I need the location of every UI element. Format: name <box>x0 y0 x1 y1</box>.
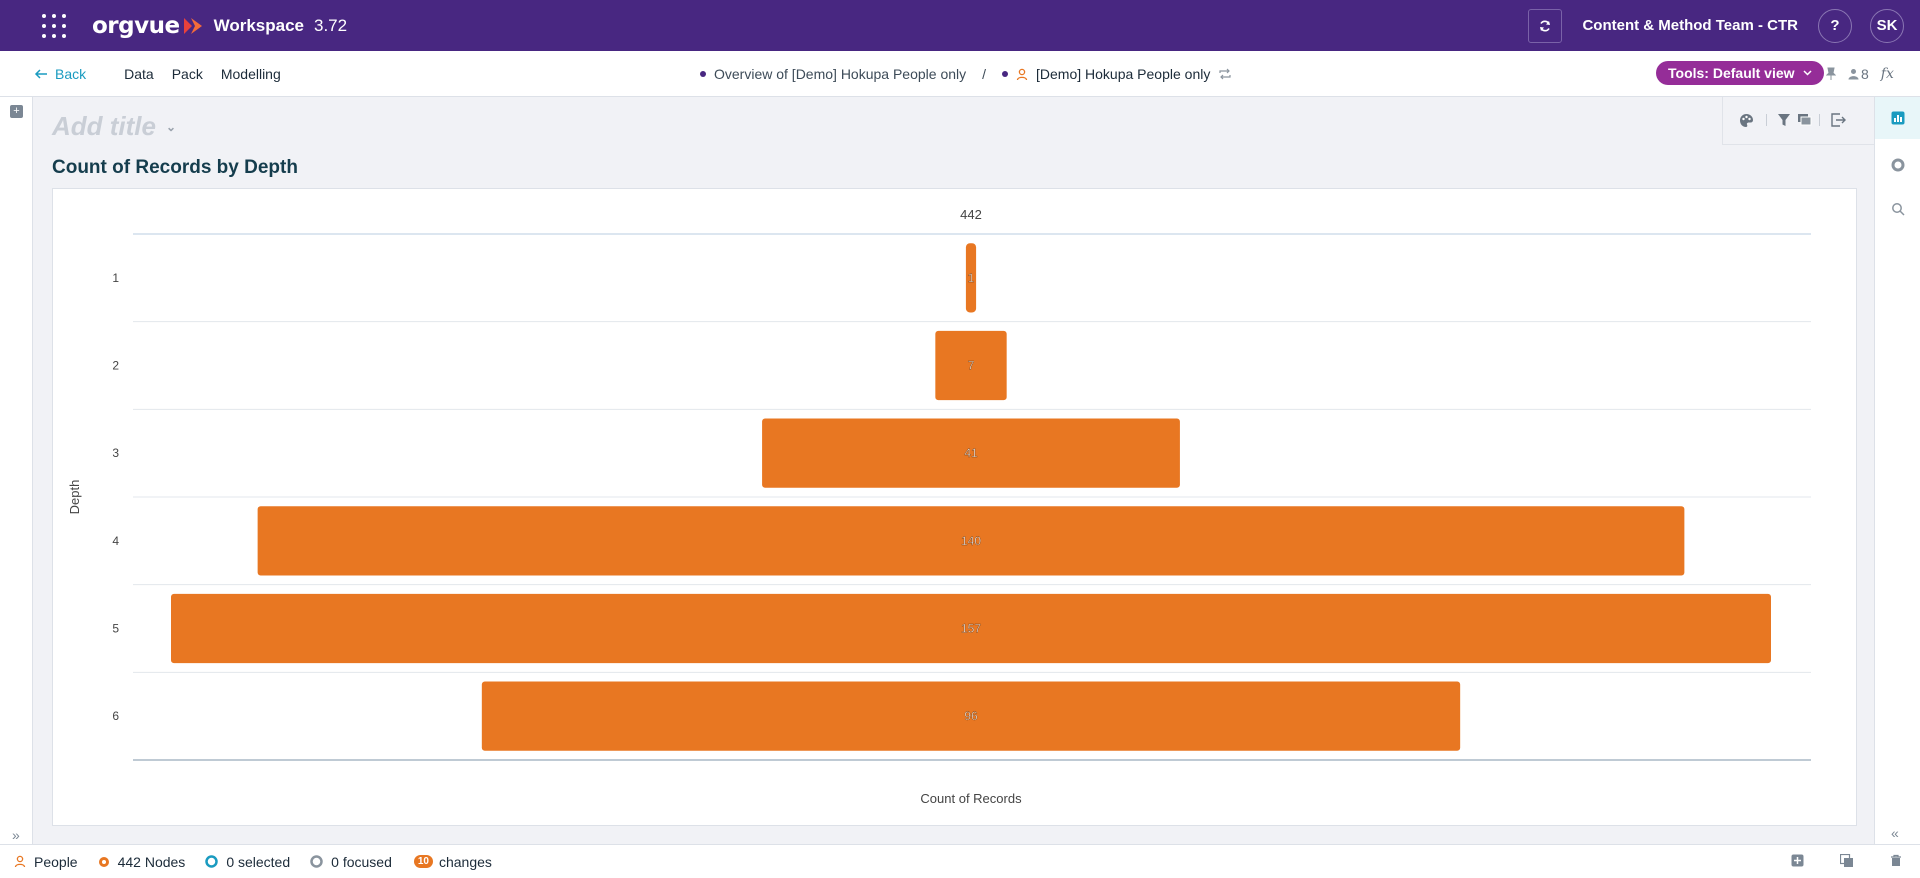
pin-icon[interactable] <box>1826 67 1836 81</box>
bar-depth-3[interactable] <box>762 418 1180 488</box>
y-tick-label: 6 <box>112 709 119 723</box>
nodes-count: 442 Nodes <box>117 853 186 870</box>
menu-pack[interactable]: Pack <box>171 65 203 82</box>
chevron-down-icon <box>1803 70 1812 76</box>
app-launcher-icon[interactable] <box>40 12 68 40</box>
workspace-version: 3.72 <box>313 15 348 35</box>
add-title-field[interactable]: Add title ⌄ <box>52 111 176 142</box>
users-indicator[interactable]: 8 <box>1848 66 1869 82</box>
bar-chart-icon <box>1891 111 1905 125</box>
logo-text: orgvue <box>92 12 180 39</box>
y-tick-label: 2 <box>112 359 119 373</box>
bar-value-label: 41 <box>964 446 978 460</box>
bar-depth-4[interactable] <box>257 506 1685 576</box>
palette-icon[interactable] <box>1737 111 1755 129</box>
y-axis-title: Depth <box>67 480 82 515</box>
y-tick-label: 5 <box>112 622 119 636</box>
breadcrumb-dataset[interactable]: [Demo] Hokupa People only <box>1036 66 1211 82</box>
focused-count: 0 focused <box>331 853 392 870</box>
person-icon <box>14 855 26 868</box>
bar-depth-1[interactable] <box>965 243 977 313</box>
breadcrumb-separator: / <box>982 66 987 82</box>
selected-icon <box>205 855 219 868</box>
changes-badge: 10 <box>413 855 433 868</box>
y-tick-label: 1 <box>112 271 119 285</box>
expand-panel-icon[interactable]: » <box>12 827 20 843</box>
add-icon[interactable] <box>1791 854 1804 867</box>
changes-indicator[interactable]: 10 changes <box>413 853 492 870</box>
menu-data[interactable]: Data <box>124 65 154 82</box>
bullet-icon <box>1002 71 1009 77</box>
bar-value-label: 96 <box>964 709 978 723</box>
refresh-button[interactable] <box>1528 8 1563 43</box>
property-panel-tab[interactable] <box>1875 150 1920 180</box>
filter-icon[interactable] <box>1775 111 1793 129</box>
nodes-icon <box>98 856 109 867</box>
tools-view-dropdown[interactable]: Tools: Default view <box>1656 61 1824 85</box>
bar-value-label: 157 <box>961 622 981 636</box>
right-rail: « <box>1874 97 1920 844</box>
chevron-down-icon[interactable]: ⌄ <box>166 119 177 134</box>
total-label: 442 <box>960 207 982 222</box>
bar-depth-5[interactable] <box>171 593 1771 664</box>
trash-icon[interactable] <box>1890 854 1902 867</box>
chart-panel: 442 1 1 7 2 41 3 140 4 157 5 96 6 Count of Records … <box>52 188 1857 826</box>
y-tick-label: 3 <box>112 446 119 460</box>
focused-indicator[interactable]: 0 focused <box>310 854 392 870</box>
chart-panel-tab[interactable] <box>1875 97 1920 139</box>
bar-value-label: 140 <box>961 534 981 548</box>
back-button[interactable]: Back <box>34 66 86 82</box>
arrow-left-icon <box>34 68 47 79</box>
add-panel-icon[interactable]: + <box>10 105 23 118</box>
formula-icon[interactable]: fx <box>1880 66 1894 82</box>
focused-icon <box>310 855 323 868</box>
y-tick-label: 4 <box>112 534 119 548</box>
user-icon <box>1848 69 1859 80</box>
comment-icon[interactable] <box>1795 111 1813 129</box>
logo-mark-icon <box>183 17 202 34</box>
dataset-indicator[interactable]: People <box>14 854 78 870</box>
x-axis-title: Count of Records <box>920 791 1022 806</box>
status-bar: People 442 Nodes 0 selected 0 focused 10… <box>0 844 1920 878</box>
title-placeholder: Add title <box>52 111 156 141</box>
tools-view-label: Tools: Default view <box>1668 65 1795 81</box>
users-count: 8 <box>1861 66 1869 82</box>
selected-indicator[interactable]: 0 selected <box>205 854 290 870</box>
duplicate-icon[interactable] <box>1840 854 1854 868</box>
changes-label: changes <box>438 853 492 870</box>
left-rail: + » <box>0 97 33 844</box>
export-icon[interactable] <box>1829 111 1847 129</box>
menu-modelling[interactable]: Modelling <box>220 65 281 82</box>
workspace-label: Workspace <box>213 15 304 35</box>
bar-depth-2[interactable] <box>935 330 1007 401</box>
top-bar: orgvue Workspace 3.72 Content & Method T… <box>0 0 1920 51</box>
refresh-icon <box>1540 20 1551 31</box>
search-panel-tab[interactable] <box>1875 194 1920 224</box>
bullet-icon <box>700 71 706 77</box>
team-name[interactable]: Content & Method Team - CTR <box>1582 17 1798 34</box>
breadcrumb-overview[interactable]: Overview of [Demo] Hokupa People only <box>714 66 967 82</box>
back-label: Back <box>55 65 87 82</box>
person-icon <box>1016 68 1028 80</box>
avatar[interactable]: SK <box>1870 8 1904 43</box>
switch-dataset-icon[interactable] <box>1218 68 1232 80</box>
dataset-label: People <box>34 853 78 870</box>
bar-value-label: 7 <box>968 359 975 373</box>
circle-icon <box>1891 158 1905 172</box>
chart-title: Count of Records by Depth <box>52 157 298 178</box>
nav-bar: Back Data Pack Modelling Overview of [De… <box>0 51 1920 97</box>
collapse-panel-icon[interactable]: « <box>1891 825 1899 841</box>
bar-value-label: 1 <box>968 271 975 285</box>
bar-depth-6[interactable] <box>481 681 1461 751</box>
search-icon <box>1892 203 1905 216</box>
help-button[interactable]: ? <box>1818 8 1852 43</box>
chart-toolbar <box>1722 97 1874 145</box>
nodes-indicator[interactable]: 442 Nodes <box>98 853 186 870</box>
breadcrumb: Overview of [Demo] Hokupa People only / … <box>700 51 1232 97</box>
selected-count: 0 selected <box>226 853 291 870</box>
orgvue-logo[interactable]: orgvue <box>92 13 204 39</box>
